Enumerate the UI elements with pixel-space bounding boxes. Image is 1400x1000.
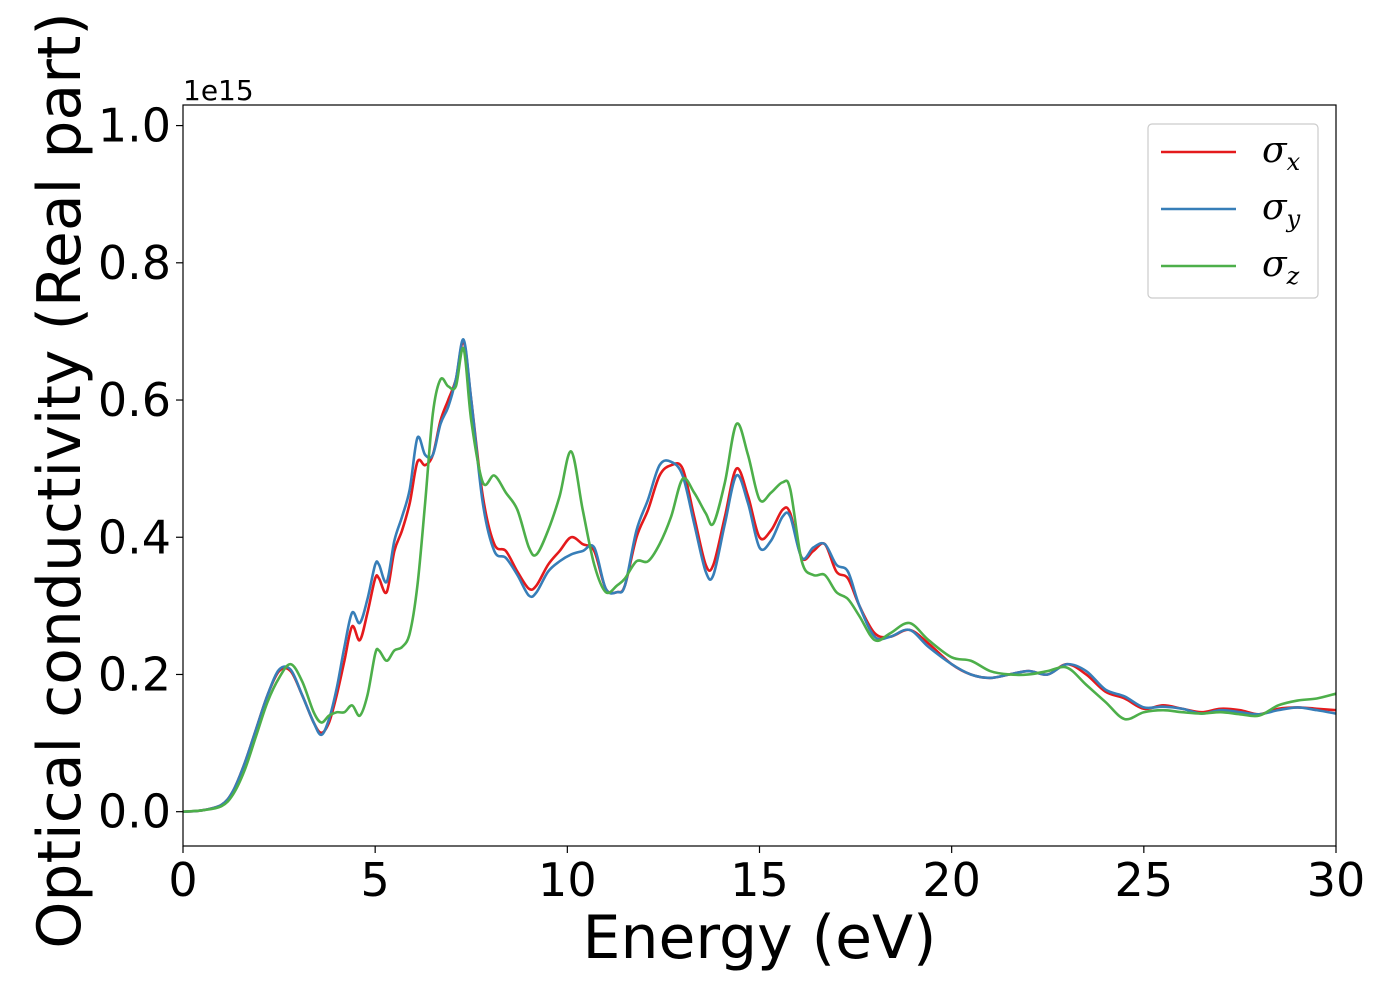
y-axis-ticks: 0.0 0.2 0.4 0.6 0.8 1.0 bbox=[98, 99, 183, 839]
x-tick-label: 25 bbox=[1115, 853, 1174, 907]
x-tick-label: 0 bbox=[168, 853, 197, 907]
legend-subscript-y: y bbox=[1286, 205, 1301, 233]
x-axis-ticks: 0 5 10 15 20 25 30 bbox=[168, 846, 1365, 907]
x-tick-label: 15 bbox=[730, 853, 789, 907]
x-tick-label: 30 bbox=[1307, 853, 1366, 907]
y-tick-label: 0.6 bbox=[98, 373, 171, 427]
y-tick-label: 0.4 bbox=[98, 510, 171, 564]
x-tick-label: 10 bbox=[538, 853, 597, 907]
x-axis-label: Energy (eV) bbox=[583, 903, 937, 973]
legend-label-z: σz bbox=[1262, 244, 1300, 290]
y-offset-label: 1e15 bbox=[183, 74, 254, 107]
plot-lines bbox=[182, 338, 1337, 813]
legend-box bbox=[1147, 123, 1319, 299]
y-tick-label: 0.0 bbox=[98, 785, 171, 839]
y-axis-label: Optical conductivity (Real part) bbox=[25, 12, 95, 949]
y-tick-label: 1.0 bbox=[98, 99, 171, 153]
series-line-z bbox=[182, 346, 1337, 813]
y-tick-label: 0.2 bbox=[98, 647, 171, 701]
x-tick-label: 20 bbox=[922, 853, 981, 907]
legend-subscript-x: x bbox=[1287, 148, 1301, 176]
series-line-x bbox=[182, 340, 1337, 813]
series-line-y bbox=[182, 338, 1337, 813]
x-tick-label: 5 bbox=[361, 853, 390, 907]
legend-subscript-z: z bbox=[1286, 262, 1300, 290]
y-tick-label: 0.8 bbox=[98, 236, 171, 290]
plot-frame bbox=[182, 104, 1337, 847]
